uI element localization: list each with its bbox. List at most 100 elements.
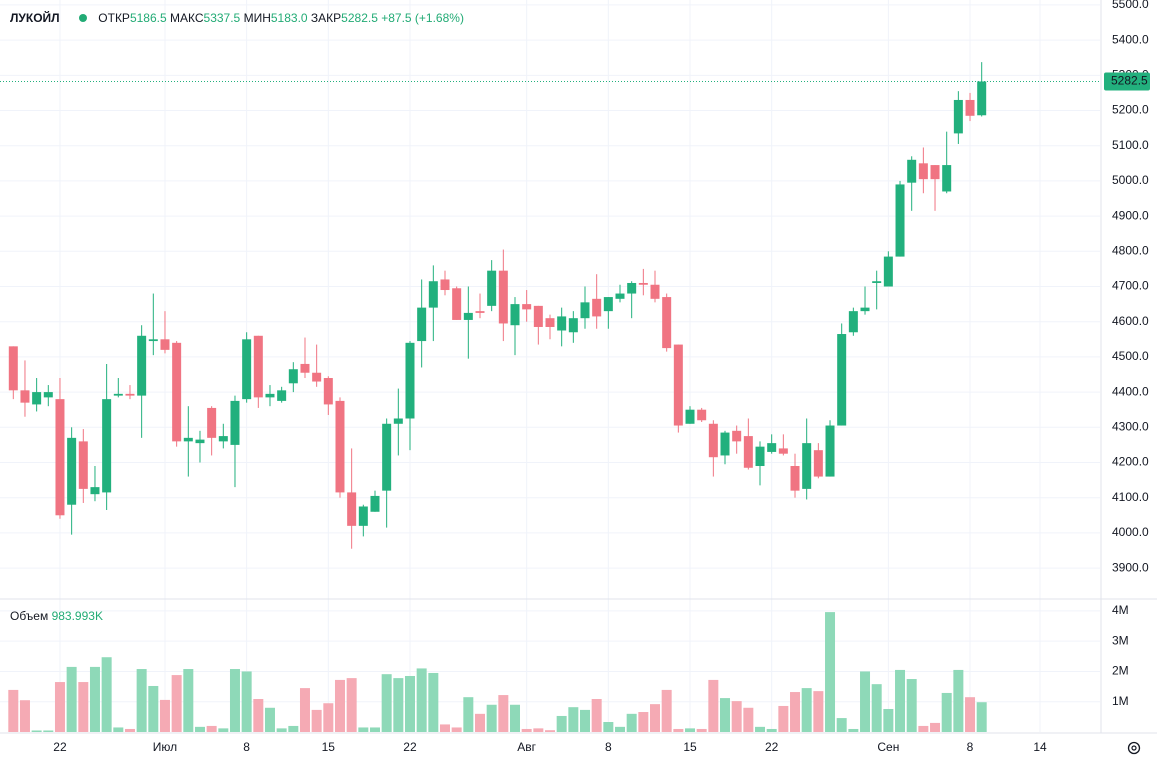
candle-body [32,392,42,405]
volume-bar [568,707,579,732]
candle-body [755,446,765,467]
x-tick-label: 22 [53,740,67,754]
candle-body [277,390,287,401]
volume-bar [253,699,264,732]
volume-bar [801,688,812,732]
volume-bar [778,705,789,732]
volume-bar [393,678,404,732]
candle-body [918,163,928,180]
y-tick-label: 3M [1112,633,1129,647]
volume-bar [731,701,742,732]
x-tick-label: 8 [967,740,974,754]
candle-body [907,159,917,183]
x-tick-label: 14 [1033,740,1047,754]
x-tick-label: 22 [403,740,417,754]
volume-bar [708,679,719,732]
volume-bar [136,669,147,732]
candle-body [172,342,182,442]
close-value: 5282.5 [341,11,378,25]
volume-bar [509,704,520,732]
candle-body [43,392,53,398]
legend: ЛУКОЙЛ ОТКР5186.5 МАКС5337.5 МИН5183.0 З… [10,11,464,25]
settings-icon-core [1131,745,1137,751]
volume-bar [696,728,707,732]
settings-button[interactable] [1127,741,1141,755]
last-price-label: 5282.5 [1111,74,1148,88]
candle-body [242,339,252,400]
candle-body [872,281,882,283]
volume-bar [229,669,240,732]
volume-bar [218,728,229,732]
volume-bar [895,669,906,732]
open-label: ОТКР [98,11,130,25]
volume-bar [486,704,497,732]
candle-body [953,99,963,134]
candle-body [428,281,438,308]
change: +87.5 (+1.68%) [381,11,464,25]
y-tick-label: 4400.0 [1112,384,1149,398]
candle-body [288,369,298,384]
y-tick-label: 4600.0 [1112,314,1149,328]
volume-bar [369,727,380,732]
candle-body [673,344,683,426]
volume-bar [848,728,859,732]
y-tick-label: 4300.0 [1112,419,1149,433]
candle-body [545,318,555,327]
volume-bar [451,727,462,732]
volume-bar [883,708,894,732]
candle-body [195,439,205,444]
candle-body [90,487,100,495]
volume-bar [626,713,637,732]
volume-bar [43,730,54,732]
volume-bar [124,728,135,732]
volume-bar [241,671,252,732]
candle-body [778,448,788,454]
volume-bar [113,727,124,732]
volume-bar [8,689,19,732]
x-tick-label: 22 [765,740,779,754]
volume-bar [358,727,369,732]
volume-bar [171,675,182,732]
volume-bar [288,725,299,732]
volume-bar [685,728,696,732]
x-tick-label: 15 [683,740,697,754]
high-value: 5337.5 [203,11,241,25]
volume-bar [323,703,334,732]
volume-bar [463,697,474,732]
volume-bar [743,707,754,732]
candle-body [650,284,660,299]
volume-bar [580,709,591,732]
y-tick-label: 4000.0 [1112,525,1149,539]
volume-bar [428,672,439,732]
low-label: МИН [243,11,271,25]
volume-bar [276,728,287,732]
candle-body [557,316,567,331]
candle-body [417,307,427,342]
candle-body [813,450,823,477]
candle-body [20,390,30,403]
candle-body [615,293,625,299]
volume-bar [54,682,65,732]
volume-bar [860,671,871,732]
candle-body [78,441,88,489]
ticker: ЛУКОЙЛ [10,11,60,25]
volume-bar [591,699,602,732]
volume-bar [650,704,661,732]
candle-body [662,297,672,349]
open-value: 5186.5 [129,11,167,25]
close-label: ЗАКР [310,11,342,25]
volume-bar [404,675,415,732]
candle-body [860,307,870,312]
candle-body [580,302,590,319]
volume-bar [965,697,976,732]
volume-bar [836,718,847,732]
candle-body [977,81,987,116]
volume-bar [78,682,89,732]
volume-bar [66,666,77,732]
candle-body [522,304,532,310]
candle-body [347,492,357,526]
candle-body [767,443,777,452]
candle-body [848,311,858,333]
volume-bar [813,691,824,732]
